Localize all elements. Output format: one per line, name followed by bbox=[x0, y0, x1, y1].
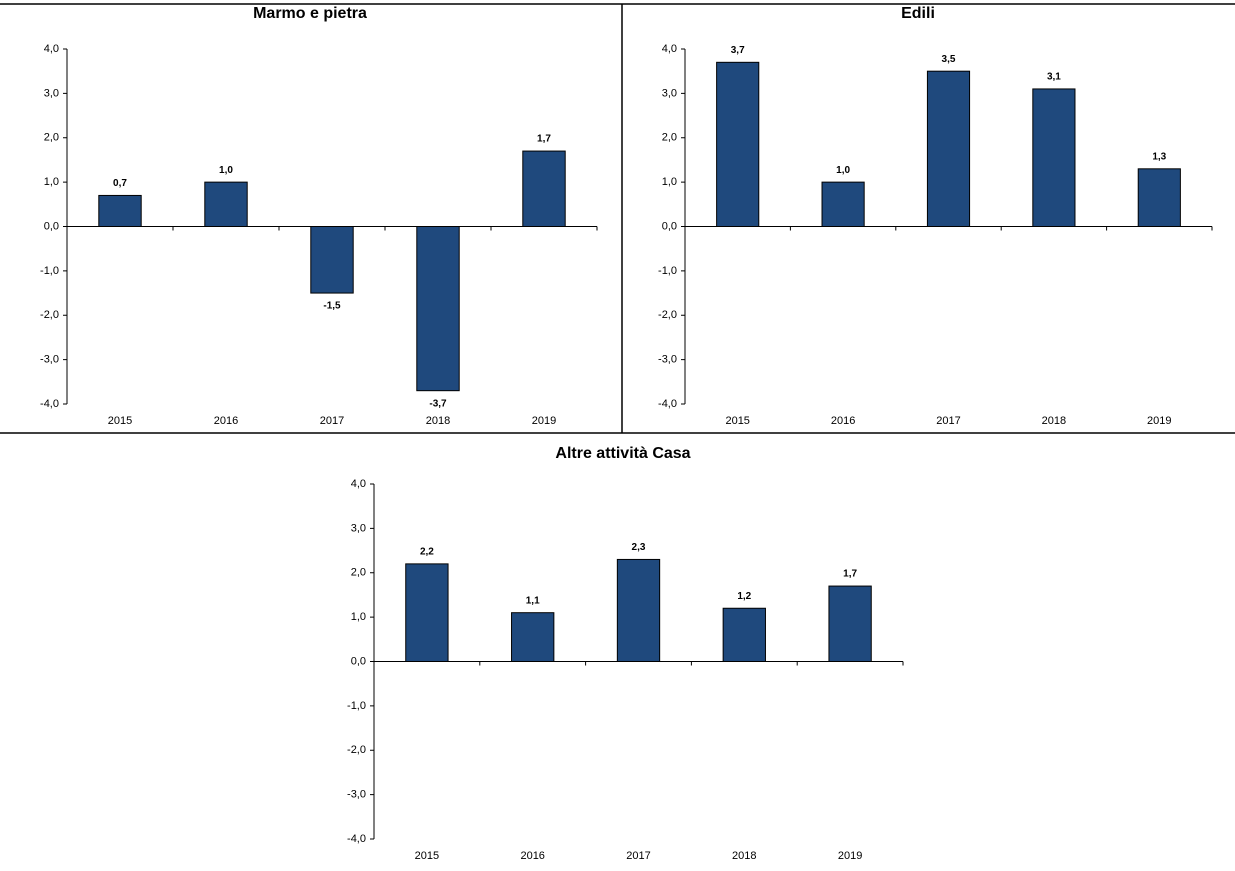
y-tick-label: 2,0 bbox=[662, 132, 677, 144]
bar bbox=[821, 181, 865, 227]
data-label: 1,0 bbox=[219, 165, 233, 176]
bar bbox=[511, 612, 555, 662]
bar bbox=[926, 70, 971, 227]
x-tick-label: 2015 bbox=[108, 415, 132, 427]
data-label: 3,1 bbox=[1047, 72, 1061, 83]
x-tick-label: 2015 bbox=[725, 415, 749, 427]
y-tick-label: 0,0 bbox=[351, 655, 366, 667]
y-tick-label: 3,0 bbox=[662, 87, 677, 99]
x-tick-label: 2018 bbox=[732, 850, 756, 862]
x-tick-label: 2015 bbox=[415, 850, 439, 862]
y-tick-label: 0,0 bbox=[662, 220, 677, 232]
data-label: 0,7 bbox=[113, 178, 127, 189]
y-tick-label: 1,0 bbox=[44, 176, 59, 188]
x-tick-label: 2017 bbox=[626, 850, 650, 862]
data-label: 3,5 bbox=[942, 54, 956, 65]
x-tick-label: 2019 bbox=[838, 850, 862, 862]
data-label: 1,3 bbox=[1152, 151, 1166, 162]
bar bbox=[1032, 88, 1076, 227]
x-tick-label: 2017 bbox=[936, 415, 960, 427]
chart-title: Marmo e pietra bbox=[253, 5, 367, 22]
x-tick-label: 2016 bbox=[831, 415, 855, 427]
y-tick-label: -2,0 bbox=[40, 309, 59, 321]
y-tick-label: 1,0 bbox=[662, 176, 677, 188]
y-tick-label: -3,0 bbox=[40, 354, 59, 366]
y-tick-label: 3,0 bbox=[351, 522, 366, 534]
bar bbox=[405, 563, 449, 662]
bar bbox=[416, 226, 460, 392]
x-tick-label: 2016 bbox=[214, 415, 238, 427]
y-tick-label: -4,0 bbox=[658, 398, 677, 410]
x-tick-label: 2019 bbox=[532, 415, 556, 427]
data-label: 3,7 bbox=[731, 45, 745, 56]
x-tick-label: 2017 bbox=[320, 415, 344, 427]
y-tick-label: 2,0 bbox=[44, 132, 59, 144]
chart-title: Edili bbox=[901, 5, 935, 22]
y-tick-label: -4,0 bbox=[347, 833, 366, 845]
y-tick-label: -3,0 bbox=[347, 789, 366, 801]
x-tick-label: 2019 bbox=[1147, 415, 1171, 427]
y-tick-label: 4,0 bbox=[662, 43, 677, 55]
y-tick-label: -1,0 bbox=[347, 700, 366, 712]
x-tick-label: 2018 bbox=[426, 415, 450, 427]
bar bbox=[98, 194, 142, 227]
data-label: 1,0 bbox=[836, 165, 850, 176]
bar bbox=[1137, 168, 1181, 227]
x-tick-label: 2018 bbox=[1042, 415, 1066, 427]
bar bbox=[616, 558, 661, 662]
data-label: -3,7 bbox=[429, 398, 447, 409]
bar bbox=[716, 61, 760, 227]
data-label: 1,2 bbox=[737, 591, 751, 602]
bar bbox=[828, 585, 872, 662]
data-label: -1,5 bbox=[323, 301, 341, 312]
y-tick-label: 1,0 bbox=[351, 611, 366, 623]
data-label: 1,1 bbox=[526, 595, 540, 606]
data-label: 1,7 bbox=[843, 569, 857, 580]
y-tick-label: 0,0 bbox=[44, 220, 59, 232]
bar bbox=[204, 181, 248, 227]
y-tick-label: 4,0 bbox=[44, 43, 59, 55]
y-tick-label: -4,0 bbox=[40, 398, 59, 410]
y-tick-label: -2,0 bbox=[658, 309, 677, 321]
x-tick-label: 2016 bbox=[520, 850, 544, 862]
y-tick-label: -1,0 bbox=[40, 265, 59, 277]
bar bbox=[722, 607, 766, 662]
y-tick-label: -3,0 bbox=[658, 354, 677, 366]
y-tick-label: 2,0 bbox=[351, 567, 366, 579]
data-label: 2,2 bbox=[420, 547, 434, 558]
chart-title: Altre attività Casa bbox=[555, 445, 690, 462]
data-label: 1,7 bbox=[537, 134, 551, 145]
y-tick-label: 4,0 bbox=[351, 478, 366, 490]
y-tick-label: -1,0 bbox=[658, 265, 677, 277]
data-label: 2,3 bbox=[632, 542, 646, 553]
y-tick-label: 3,0 bbox=[44, 87, 59, 99]
bar bbox=[310, 226, 354, 294]
bar bbox=[522, 150, 566, 227]
y-tick-label: -2,0 bbox=[347, 744, 366, 756]
